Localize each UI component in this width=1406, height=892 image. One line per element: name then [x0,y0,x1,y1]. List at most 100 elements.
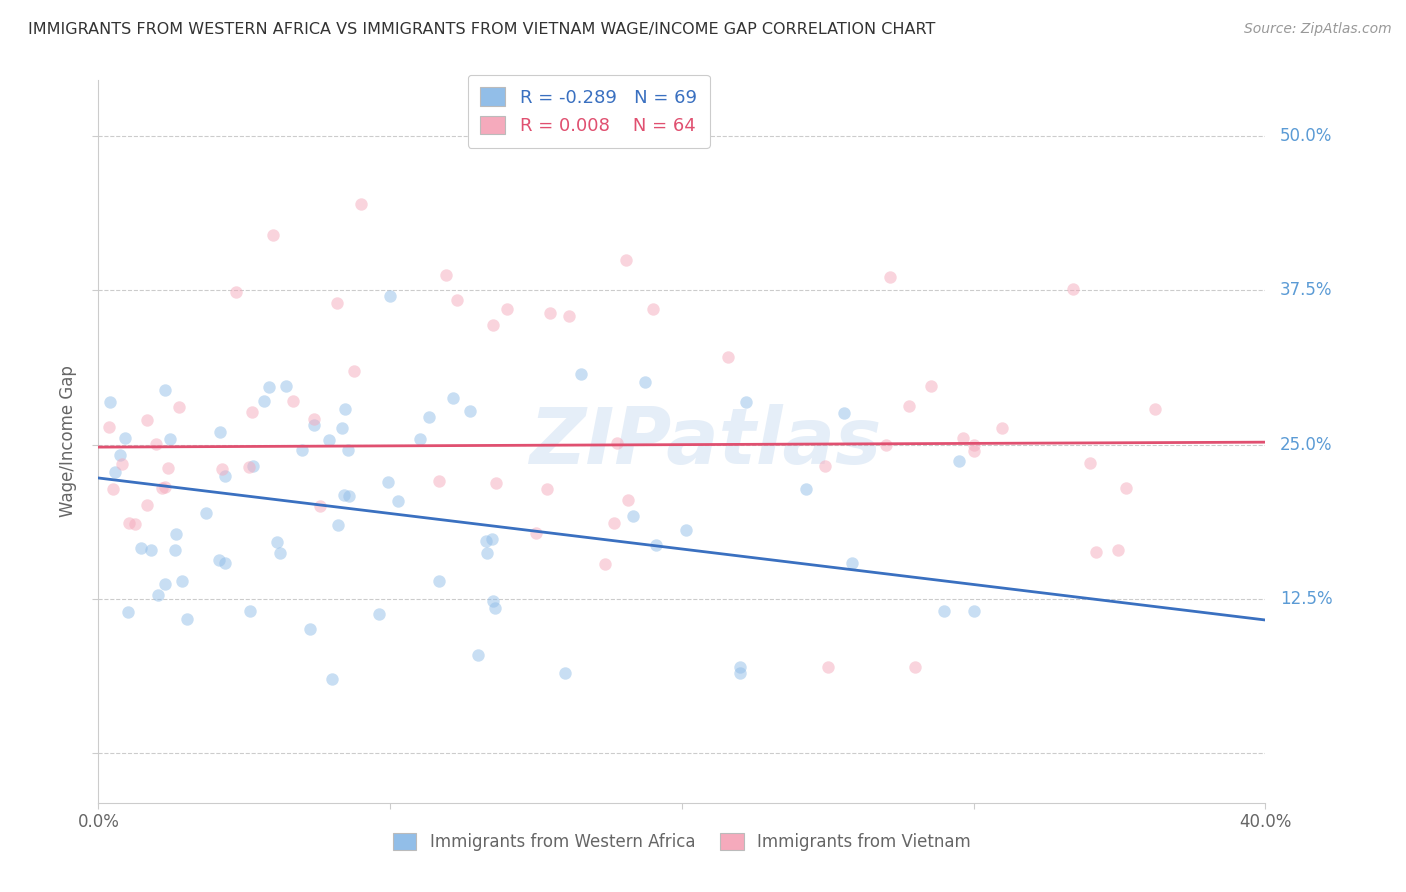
Point [484,601,506,615]
Point [387,494,409,508]
Point [427,475,450,489]
Point [606,436,628,450]
Point [380,289,402,303]
Point [524,526,547,541]
Point [482,594,505,608]
Point [614,252,637,267]
Point [730,666,752,681]
Point [328,518,350,533]
Point [276,379,298,393]
Point [97,419,120,434]
Point [962,437,984,451]
Point [817,660,839,674]
Point [467,648,489,662]
Text: 25.0%: 25.0% [1279,435,1333,454]
Point [557,309,579,323]
Point [172,574,194,588]
Point [441,391,464,405]
Point [304,412,326,426]
Point [325,296,347,310]
Point [879,269,901,284]
Point [734,394,756,409]
Point [145,437,167,451]
Point [136,498,159,512]
Point [208,425,231,439]
Point [98,395,121,409]
Point [242,459,264,474]
Point [920,379,942,393]
Point [1080,456,1102,470]
Point [367,607,389,622]
Point [603,516,626,531]
Point [875,437,897,451]
Point [225,285,247,300]
Point [898,399,921,413]
Text: IMMIGRANTS FROM WESTERN AFRICA VS IMMIGRANTS FROM VIETNAM WAGE/INCOME GAP CORREL: IMMIGRANTS FROM WESTERN AFRICA VS IMMIGR… [28,22,935,37]
Point [350,196,373,211]
Point [1144,402,1167,417]
Point [330,421,353,435]
Text: ZIPatlas: ZIPatlas [529,403,882,480]
Point [427,574,450,589]
Point [118,516,141,530]
Point [446,293,468,308]
Point [952,431,974,445]
Point [240,405,263,419]
Point [962,604,984,618]
Point [538,306,561,320]
Point [336,442,359,457]
Point [269,546,291,560]
Point [934,604,956,618]
Point [593,558,616,572]
Point [339,489,361,503]
Point [634,375,657,389]
Point [434,268,457,282]
Point [814,458,837,473]
Point [129,541,152,556]
Point [214,556,236,570]
Y-axis label: Wage/Income Gap: Wage/Income Gap [59,366,77,517]
Point [730,660,752,674]
Point [108,448,131,462]
Point [253,393,276,408]
Point [146,588,169,602]
Point [645,538,668,552]
Point [214,469,236,483]
Point [321,673,343,687]
Point [475,534,498,549]
Point [991,421,1014,435]
Text: 12.5%: 12.5% [1279,590,1333,608]
Point [717,350,740,364]
Point [266,534,288,549]
Point [318,433,340,447]
Point [485,475,508,490]
Point [153,577,176,591]
Point [208,553,231,567]
Point [1107,542,1129,557]
Point [536,482,558,496]
Legend: Immigrants from Western Africa, Immigrants from Vietnam: Immigrants from Western Africa, Immigran… [385,825,979,860]
Point [962,443,984,458]
Text: Source: ZipAtlas.com: Source: ZipAtlas.com [1244,22,1392,37]
Point [569,367,592,381]
Point [1084,545,1107,559]
Point [308,499,330,513]
Point [333,488,356,502]
Point [114,432,136,446]
Text: 37.5%: 37.5% [1279,281,1333,299]
Point [342,364,364,378]
Point [298,622,321,636]
Point [165,527,187,541]
Point [211,462,233,476]
Point [156,461,179,475]
Point [418,409,440,424]
Point [150,481,173,495]
Point [675,523,697,537]
Point [832,405,855,419]
Point [496,301,519,316]
Point [165,542,187,557]
Point [136,413,159,427]
Point [1115,481,1137,495]
Point [458,403,481,417]
Point [409,432,432,446]
